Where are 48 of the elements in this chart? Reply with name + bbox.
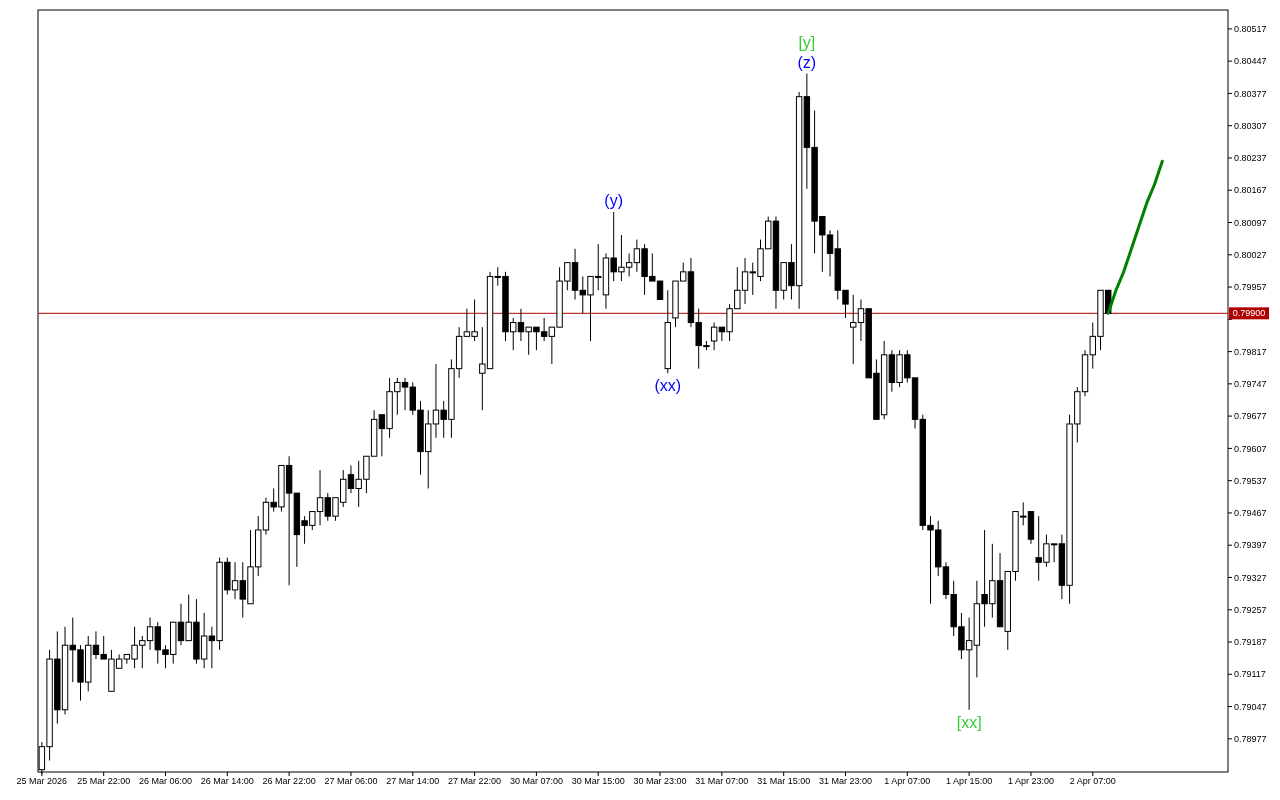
y-tick-label: 0.79607 [1234, 443, 1267, 454]
x-tick-label: 27 Mar 22:00 [448, 776, 502, 787]
annotation: (xx) [654, 377, 682, 395]
x-tick-label: 31 Mar 23:00 [818, 776, 873, 787]
y-tick-label: 0.80517 [1234, 24, 1267, 35]
x-tick-label: 1 Apr 15:00 [946, 776, 993, 787]
y-tick-label: 0.80237 [1234, 153, 1267, 164]
annotation: [y] [798, 33, 816, 51]
x-tick-label: 26 Mar 06:00 [138, 776, 193, 787]
y-tick-label: 0.79257 [1234, 604, 1267, 615]
y-tick-label: 0.79327 [1234, 572, 1267, 583]
annotation: (y) [604, 191, 624, 209]
x-tick-label: 30 Mar 15:00 [571, 776, 625, 787]
x-tick-label: 2 Apr 07:00 [1069, 776, 1116, 787]
x-tick-label: 27 Mar 14:00 [386, 776, 440, 787]
x-tick-label: 25 Mar 2026 [16, 776, 68, 787]
annotation: [xx] [956, 713, 982, 731]
y-tick-label: 0.79957 [1234, 282, 1267, 293]
y-tick-label: 0.80307 [1234, 120, 1267, 131]
y-tick-label: 0.78977 [1234, 733, 1267, 744]
y-tick-label: 0.80447 [1234, 56, 1267, 67]
x-tick-label: 26 Mar 14:00 [200, 776, 254, 787]
annotation: (z) [797, 53, 817, 71]
y-tick-label: 0.79047 [1234, 701, 1267, 712]
x-tick-label: 27 Mar 06:00 [324, 776, 378, 787]
x-tick-label: 1 Apr 07:00 [884, 776, 931, 787]
x-tick-label: 31 Mar 15:00 [757, 776, 811, 787]
x-tick-label: 30 Mar 07:00 [509, 776, 563, 787]
x-tick-label: 31 Mar 07:00 [695, 776, 749, 787]
y-tick-label: 0.80377 [1234, 88, 1267, 99]
y-tick-label: 0.79117 [1234, 669, 1266, 680]
x-tick-label: 26 Mar 22:00 [262, 776, 316, 787]
ref-line-label: 0.79900 [1232, 308, 1266, 319]
x-tick-label: 25 Mar 22:00 [77, 776, 131, 787]
y-tick-label: 0.80027 [1234, 249, 1267, 260]
candlestick [710, 322, 718, 351]
x-tick-label: 1 Apr 23:00 [1007, 776, 1054, 787]
y-tick-label: 0.79397 [1234, 540, 1267, 551]
y-tick-label: 0.79747 [1234, 379, 1267, 389]
y-tick-label: 0.79467 [1234, 508, 1267, 519]
line-series [1106, 159, 1164, 315]
y-tick-label: 0.79187 [1234, 637, 1267, 648]
y-tick-label: 0.79677 [1234, 411, 1267, 422]
y-tick-label: 0.80167 [1234, 185, 1267, 196]
y-tick-label: 0.80097 [1234, 217, 1267, 228]
y-tick-label: 0.79817 [1234, 346, 1267, 357]
x-tick-label: 30 Mar 23:00 [633, 776, 687, 787]
y-tick-label: 0.79537 [1234, 475, 1267, 486]
